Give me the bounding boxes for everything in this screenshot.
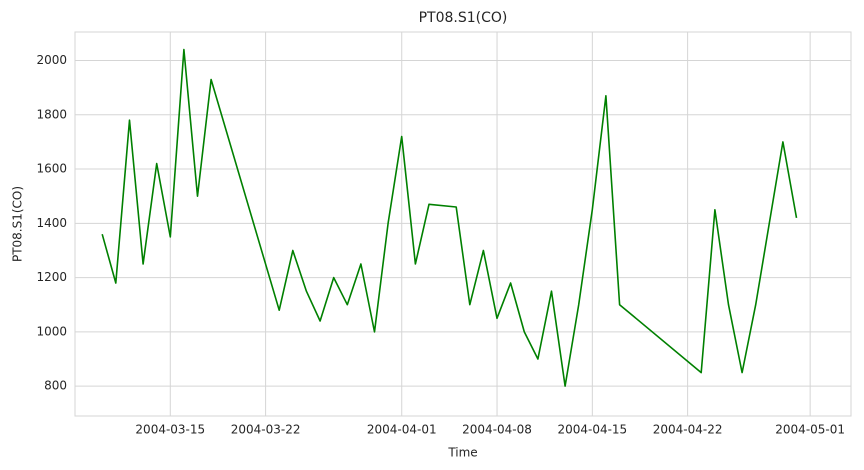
- y-tick-label: 1400: [36, 216, 67, 230]
- y-tick-label: 2000: [36, 53, 67, 67]
- y-axis-label: PT08.S1(CO): [11, 186, 25, 262]
- x-tick-label: 2004-04-01: [367, 423, 437, 437]
- x-tick-label: 2004-05-01: [775, 423, 845, 437]
- y-tick-label: 1800: [36, 107, 67, 121]
- y-tick-label: 1600: [36, 162, 67, 176]
- plot-frame: [74, 31, 852, 417]
- y-tick-label: 800: [44, 379, 67, 393]
- x-tick-label: 2004-03-22: [231, 423, 301, 437]
- x-axis-label: Time: [447, 446, 477, 460]
- x-tick-label: 2004-04-08: [462, 423, 532, 437]
- x-tick-label: 2004-04-15: [557, 423, 627, 437]
- y-tick-label: 1200: [36, 270, 67, 284]
- x-tick-label: 2004-04-22: [653, 423, 723, 437]
- chart-title: PT08.S1(CO): [419, 10, 508, 26]
- x-tick-label: 2004-03-15: [135, 423, 205, 437]
- data-line: [101, 48, 798, 387]
- y-tick-label: 1000: [36, 324, 67, 338]
